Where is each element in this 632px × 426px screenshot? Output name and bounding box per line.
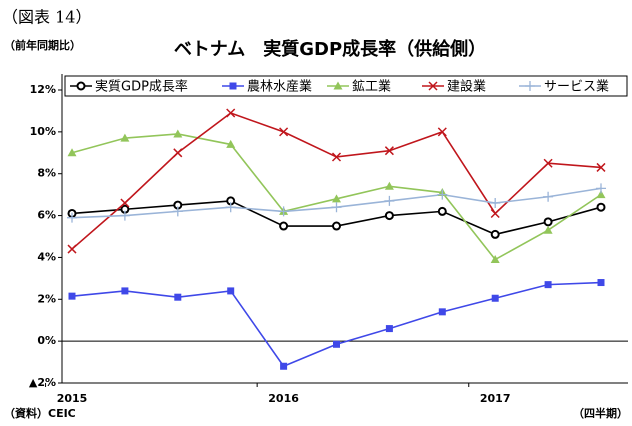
- point: [490, 198, 501, 209]
- legend-label: 実質GDP成長率: [95, 79, 188, 95]
- point: [490, 208, 500, 219]
- point: [437, 206, 447, 216]
- point: [121, 287, 129, 295]
- point: [543, 191, 554, 202]
- point: [596, 202, 606, 212]
- point: [332, 221, 341, 231]
- point: [543, 158, 553, 168]
- point: [76, 81, 86, 91]
- point: [385, 325, 393, 333]
- point: [490, 229, 500, 239]
- legend-label: 建設業: [447, 79, 486, 95]
- y-tick-label: 8%: [37, 167, 56, 180]
- point: [119, 210, 130, 221]
- point: [437, 127, 447, 137]
- source: （資料）CEIC: [4, 406, 76, 420]
- point: [597, 279, 605, 287]
- figure-label: （図表 14）: [2, 8, 91, 27]
- x-tick-label: 2017: [480, 392, 511, 405]
- legend-label: 鉱工業: [352, 79, 391, 95]
- point: [544, 281, 552, 289]
- x-tick-label: 2015: [57, 392, 88, 405]
- point: [490, 255, 500, 264]
- point: [67, 148, 77, 157]
- point: [543, 225, 553, 234]
- point: [525, 81, 535, 91]
- point: [120, 198, 130, 208]
- point: [384, 195, 395, 206]
- point: [384, 211, 394, 221]
- y-tick-label: 6%: [37, 209, 56, 222]
- point: [278, 206, 289, 217]
- x-axis-label: （四半期）: [573, 406, 628, 420]
- y-tick-label: 0%: [37, 334, 56, 347]
- y-tick-label: 12%: [30, 83, 56, 96]
- point: [172, 206, 183, 217]
- point: [227, 287, 235, 295]
- point: [491, 294, 499, 302]
- x-tick-label: 2016: [268, 392, 299, 405]
- point: [225, 202, 236, 213]
- point: [67, 212, 77, 223]
- point: [596, 162, 606, 172]
- point: [437, 189, 448, 200]
- point: [384, 181, 394, 190]
- y-tick-label: 4%: [37, 250, 56, 263]
- point: [333, 340, 340, 348]
- legend-label: 農林水産業: [247, 79, 312, 95]
- point: [596, 190, 606, 199]
- y-tick-label: 2%: [37, 292, 56, 305]
- point: [226, 108, 236, 118]
- point: [279, 127, 289, 137]
- point: [120, 133, 130, 142]
- point: [333, 81, 343, 90]
- point: [331, 202, 342, 213]
- y-tick-label: ▲2%: [29, 376, 56, 389]
- y-tick-label: 10%: [30, 125, 56, 138]
- point: [174, 293, 182, 301]
- chart-title: ベトナム 実質GDP成長率（供給側）: [174, 38, 486, 60]
- point: [68, 292, 76, 300]
- point: [173, 148, 183, 158]
- point: [229, 82, 237, 90]
- point: [173, 129, 183, 138]
- legend-label: サービス業: [544, 79, 609, 95]
- point: [428, 81, 438, 91]
- point: [331, 152, 342, 162]
- point: [280, 362, 288, 370]
- point: [226, 139, 236, 148]
- point: [438, 308, 446, 316]
- y-axis-label: （前年同期比）: [4, 38, 81, 52]
- point: [596, 183, 606, 194]
- point: [543, 217, 553, 227]
- series-line: [71, 281, 602, 368]
- point: [279, 221, 289, 231]
- point: [332, 194, 341, 203]
- point: [384, 146, 394, 156]
- point: [67, 244, 77, 254]
